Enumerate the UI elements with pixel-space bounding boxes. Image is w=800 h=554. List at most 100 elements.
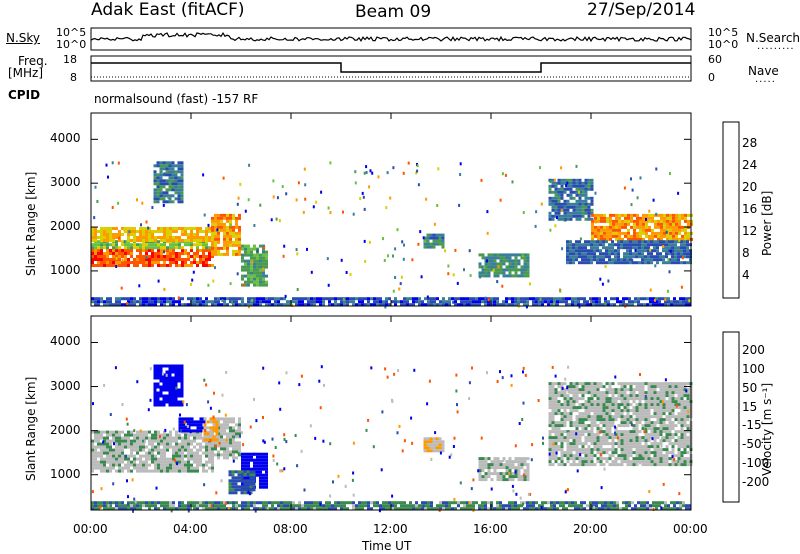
- heat-cell: [340, 300, 343, 304]
- heat-cell: [432, 239, 436, 243]
- heat-cell: [153, 403, 157, 407]
- heat-cell: [240, 479, 244, 483]
- heat-cell: [136, 445, 139, 449]
- heat-cell: [148, 457, 151, 461]
- heat-cell: [94, 504, 97, 508]
- heat-cell: [632, 406, 636, 410]
- heat-cell: [635, 457, 639, 461]
- heat-cell: [578, 214, 582, 218]
- heat-cell: [630, 234, 633, 238]
- heat-cell: [208, 236, 211, 239]
- heat-cell: [599, 451, 603, 455]
- heat-cell: [358, 507, 361, 511]
- heat-cell: [572, 406, 576, 410]
- heat-cell: [91, 252, 94, 255]
- heat-cell: [180, 176, 184, 180]
- heat-cell: [190, 454, 193, 458]
- heat-cell: [608, 382, 612, 386]
- heat-cell: [657, 222, 660, 226]
- heat-cell: [153, 179, 157, 183]
- heat-cell: [581, 406, 585, 410]
- heat-cell: [671, 391, 675, 395]
- heat-cell: [617, 255, 620, 259]
- heat-cell: [100, 261, 103, 264]
- heat-cell: [115, 303, 118, 307]
- heat-cell: [247, 467, 250, 471]
- heat-cell: [118, 466, 121, 470]
- heat-cell: [177, 367, 181, 371]
- heat-cell: [206, 426, 210, 430]
- heat-cell: [139, 255, 142, 258]
- heat-cell: [153, 182, 157, 186]
- heat-cell: [232, 441, 235, 445]
- heat-cell: [177, 179, 181, 183]
- heat-cell: [557, 412, 561, 416]
- heat-cell: [214, 228, 217, 232]
- heat-cell: [677, 403, 681, 407]
- heat-cell: [214, 266, 216, 270]
- heat-cell: [190, 420, 194, 424]
- heat-cell: [217, 504, 220, 508]
- heat-cell: [259, 482, 262, 486]
- heat-cell: [145, 233, 148, 236]
- heat-cell: [674, 385, 678, 389]
- heat-cell: [231, 300, 233, 304]
- heat-cell: [629, 442, 633, 446]
- heat-cell: [504, 173, 507, 177]
- heat-cell: [223, 234, 226, 238]
- heat-cell: [196, 261, 199, 264]
- heat-cell: [677, 451, 681, 455]
- heat-cell: [247, 259, 250, 263]
- heat-cell: [217, 240, 220, 244]
- heat-cell: [620, 424, 624, 428]
- heat-cell: [223, 303, 226, 307]
- heat-cell: [340, 504, 343, 508]
- heat-cell: [662, 385, 666, 389]
- heat-cell: [680, 403, 684, 407]
- heat-cell: [611, 409, 615, 413]
- heat-cell: [478, 463, 482, 467]
- heat-cell: [608, 427, 612, 431]
- heat-cell: [174, 394, 178, 398]
- heat-cell: [184, 239, 187, 242]
- heat-cell: [671, 457, 675, 461]
- heat-cell: [548, 385, 552, 389]
- heat-cell: [622, 303, 625, 307]
- heat-cell: [156, 188, 160, 192]
- heat-cell: [328, 300, 331, 304]
- heat-cell: [587, 463, 591, 467]
- heat-cell: [653, 246, 656, 250]
- heat-cell: [139, 246, 142, 250]
- heat-cell: [614, 388, 618, 392]
- heat-cell: [653, 258, 656, 262]
- heat-cell: [553, 300, 556, 304]
- heat-cell: [121, 466, 124, 470]
- heat-cell: [136, 469, 139, 473]
- heat-cell: [157, 466, 160, 470]
- heat-cell: [154, 230, 157, 233]
- heat-cell: [203, 426, 207, 430]
- heat-cell: [609, 237, 612, 241]
- heat-cell: [202, 261, 205, 264]
- heat-cell: [262, 253, 265, 257]
- heat-cell: [548, 421, 552, 425]
- heat-cell: [140, 223, 142, 227]
- heat-cell: [259, 277, 262, 281]
- heat-cell: [168, 182, 172, 186]
- heat-cell: [581, 412, 585, 416]
- heat-cell: [597, 213, 600, 217]
- heat-cell: [331, 297, 334, 301]
- heat-cell: [554, 436, 558, 440]
- heat-cell: [578, 418, 582, 422]
- heat-cell: [100, 445, 103, 449]
- heat-cell: [644, 442, 648, 446]
- heat-cell: [202, 230, 205, 233]
- heat-cell: [175, 239, 178, 242]
- heat-cell: [220, 426, 223, 430]
- heat-cell: [638, 436, 642, 440]
- heat-cell: [205, 261, 208, 264]
- heat-cell: [609, 213, 612, 217]
- heat-cell: [626, 445, 630, 449]
- heat-cell: [677, 397, 681, 401]
- heat-cell: [112, 246, 115, 250]
